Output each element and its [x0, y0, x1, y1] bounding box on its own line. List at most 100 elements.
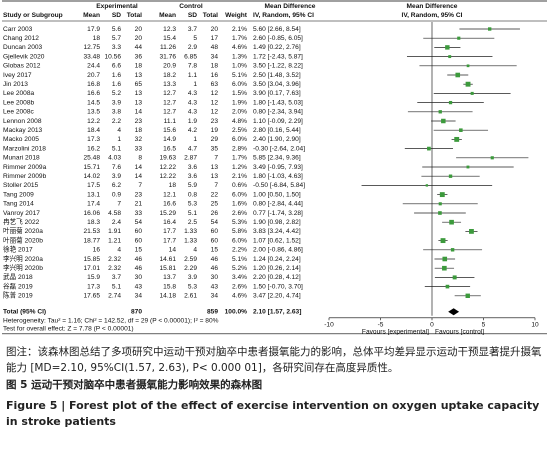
cell: 17.01: [83, 265, 100, 272]
cell: 3.90 [0.17, 7.63]: [253, 90, 301, 97]
cell: 25.48: [83, 155, 100, 162]
cell: 31.76: [159, 53, 176, 60]
favours-label: Favours [experimental]: [362, 329, 429, 336]
cell: 7: [214, 182, 218, 189]
cell: 15.4: [163, 35, 176, 42]
favours-label: Favours [control]: [435, 329, 484, 336]
cell: 3.50 [3.04, 3.96]: [253, 81, 301, 88]
cell: 1.20 [0.26, 2.14]: [253, 265, 301, 272]
cell: 4.8%: [232, 118, 247, 125]
effect-square: [442, 265, 447, 271]
study-name: Carr 2003: [3, 26, 33, 33]
cell: 2.00 [-0.86, 4.86]: [253, 247, 303, 254]
cell: 16: [93, 247, 101, 254]
cell: 2.10 [1.57, 2.63]: [253, 309, 301, 316]
cell: 4: [117, 247, 121, 254]
cell: 17.7: [163, 237, 176, 244]
x-tick-label: 10: [531, 322, 539, 329]
cell: 3.47 [2.20, 4.74]: [253, 293, 301, 300]
cell: 4.3: [188, 90, 197, 97]
cell: 18: [135, 63, 143, 70]
cell: 5.60 [2.66, 8.54]: [253, 26, 301, 33]
cell: 14: [135, 173, 143, 180]
cell: 1.80 [-1.03, 4.63]: [253, 173, 303, 180]
effect-square: [439, 192, 445, 198]
cell: 3.83 [3.24, 4.42]: [253, 228, 301, 235]
cell: 12.3: [163, 26, 176, 33]
cell: 5.85 [2.34, 9.36]: [253, 155, 301, 162]
cell: 3.7: [188, 26, 197, 33]
cell: 60: [135, 237, 143, 244]
cell: 1.72 [-2.43, 5.87]: [253, 53, 303, 60]
cell: 2.50 [1.48, 3.52]: [253, 72, 301, 79]
cell: 35: [211, 145, 219, 152]
effect-square: [459, 128, 463, 132]
study-name: Munari 2018: [3, 155, 40, 162]
study-name: 武晶 2018: [3, 272, 33, 281]
effect-square: [490, 156, 494, 160]
effect-square: [466, 64, 470, 68]
cell: 12: [211, 109, 219, 116]
effect-square: [448, 100, 453, 105]
cell: 1.2%: [232, 164, 247, 171]
study-name: Macko 2005: [3, 136, 39, 143]
cell: 1.80 [-1.43, 5.03]: [253, 99, 303, 106]
cell: 16.06: [83, 210, 100, 217]
cell: 2.4: [112, 219, 121, 226]
cell: 4.7: [188, 145, 197, 152]
x-tick-label: -5: [378, 322, 384, 329]
cell: 46: [135, 256, 143, 263]
effect-square: [438, 110, 442, 114]
cell: 22: [211, 191, 219, 198]
cell: 30: [211, 274, 219, 281]
cell: 3.4%: [232, 274, 247, 281]
cell: 1: [193, 81, 197, 88]
cell: 7.8: [188, 63, 197, 70]
study-name: 李兴明 2020b: [3, 263, 43, 272]
cell: 6.2: [112, 182, 121, 189]
column-header: Total: [127, 12, 142, 19]
cell: 2.6%: [232, 210, 247, 217]
cell: 5.2%: [232, 265, 247, 272]
cell: 6.85: [184, 53, 197, 60]
effect-square: [438, 202, 442, 206]
effect-square: [427, 146, 431, 151]
cell: 5.3: [188, 201, 197, 208]
cell: 46: [135, 265, 143, 272]
study-name: Lee 2008b: [3, 99, 35, 106]
study-name: Lee 2008c: [3, 109, 35, 116]
effect-square: [487, 27, 492, 31]
effect-square: [455, 72, 461, 78]
caption-en: Figure 5 | Forest plot of the effect of …: [6, 399, 540, 428]
cell: 3.49 [-0.95, 7.93]: [253, 164, 303, 171]
cell: 12: [211, 99, 219, 106]
cell: 12.22: [159, 173, 176, 180]
effect-square: [466, 165, 470, 169]
cell: 25: [211, 201, 219, 208]
x-tick-label: -10: [324, 322, 334, 329]
cell: 15: [211, 247, 219, 254]
cell: 859: [207, 309, 218, 316]
cell: 2.5%: [232, 127, 247, 134]
caption-cn: 图 5 运动干预对脑卒中患者摄氧能力影响效果的森林图: [6, 379, 263, 391]
cell: 1.21: [108, 237, 121, 244]
cell: 1.24 [0.24, 2.24]: [253, 256, 301, 263]
effect-square: [442, 256, 448, 262]
group-header: Mean Difference: [407, 3, 458, 10]
effect-square: [445, 284, 450, 289]
cell: 0.80 [-2.34, 3.94]: [253, 109, 303, 116]
cell: 43: [211, 283, 219, 290]
cell: 17.5: [87, 182, 100, 189]
cell: 12.7: [163, 90, 176, 97]
cell: 33: [135, 210, 143, 217]
cell: 21.53: [83, 228, 100, 235]
cell: 1.50 [-0.70, 3.70]: [253, 283, 303, 290]
cell: 0.9: [112, 191, 121, 198]
column-header: Mean: [83, 12, 100, 19]
cell: 15.8: [163, 283, 176, 290]
cell: 1.10 [-0.09, 2.29]: [253, 118, 303, 125]
cell: 16.6: [163, 201, 176, 208]
cell: 14: [135, 109, 143, 116]
column-header: IV, Random, 95% CI: [402, 12, 463, 19]
cell: 12.75: [83, 44, 100, 51]
